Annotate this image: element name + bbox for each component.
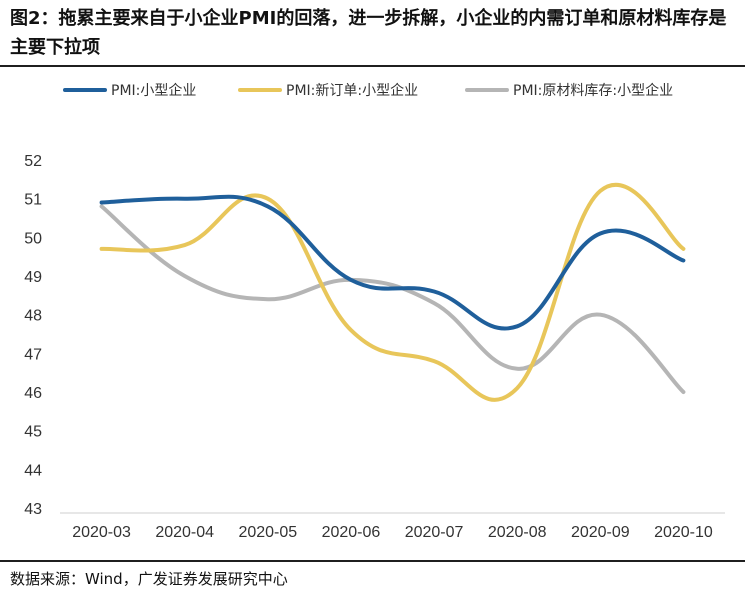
series-line-1 [99, 194, 686, 331]
source-divider [0, 560, 745, 562]
y-tick-label: 50 [24, 230, 42, 247]
legend-item-2: PMI:新订单:小型企业 [238, 82, 418, 99]
legend-label: PMI:小型企业 [111, 82, 196, 99]
y-tick-label: 49 [24, 269, 42, 286]
y-tick-label: 43 [24, 501, 42, 518]
legend-label: PMI:原材料库存:小型企业 [513, 82, 673, 99]
source-note: 数据来源：Wind，广发证券发展研究中心 [10, 570, 288, 588]
x-tick-label: 2020-05 [238, 524, 297, 541]
y-tick-label: 52 [24, 153, 42, 170]
y-tick-label: 45 [24, 424, 42, 441]
legend-item-3: PMI:原材料库存:小型企业 [465, 82, 673, 99]
title-divider [0, 65, 745, 67]
y-tick-label: 48 [24, 308, 42, 325]
y-tick-label: 47 [24, 346, 42, 363]
x-tick-label: 2020-04 [155, 524, 214, 541]
x-tick-label: 2020-10 [654, 524, 713, 541]
x-tick-label: 2020-06 [322, 524, 381, 541]
x-tick-label: 2020-09 [571, 524, 630, 541]
y-axis: 43 44 45 46 47 48 49 50 51 52 [24, 153, 42, 518]
series-line-3 [99, 204, 686, 394]
x-tick-label: 2020-08 [488, 524, 547, 541]
figure-title: 图2：拖累主要来自于小企业PMI的回落，进一步拆解，小企业的内需订单和原材料库存… [10, 8, 727, 58]
y-tick-label: 44 [24, 462, 42, 479]
series-layer [99, 182, 686, 402]
series-line-2 [99, 182, 686, 402]
x-tick-label: 2020-03 [72, 524, 131, 541]
legend-label: PMI:新订单:小型企业 [286, 82, 418, 99]
legend-item-1: PMI:小型企业 [63, 82, 196, 99]
line-chart: PMI:小型企业 PMI:新订单:小型企业 PMI:原材料库存:小型企业 43444… [24, 82, 725, 541]
x-axis: 2020-03 2020-04 2020-05 2020-06 2020-07 2020-… [72, 524, 713, 541]
y-tick-label: 51 [24, 192, 42, 209]
y-tick-label: 46 [24, 385, 42, 402]
x-tick-label: 2020-07 [405, 524, 464, 541]
legend: PMI:小型企业 PMI:新订单:小型企业 PMI:原材料库存:小型企业 [63, 82, 673, 99]
